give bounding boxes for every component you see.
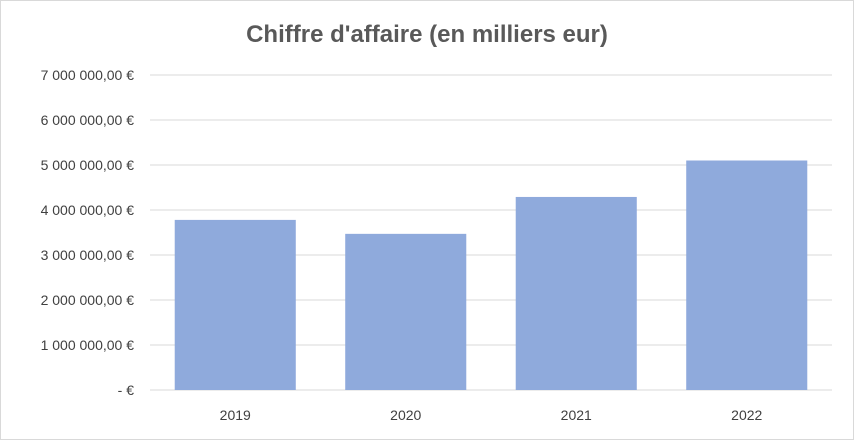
x-tick-label: 2019 [220,407,251,423]
y-axis-tick-labels: - € 1 000 000,00 € 2 000 000,00 € 3 000 000… [41,67,135,398]
chart-title: Chiffre d'affaire (en milliers eur) [246,21,608,48]
y-tick-label: 3 000 000,00 € [41,247,135,263]
y-tick-label: 1 000 000,00 € [41,337,135,353]
bar-2019 [174,219,296,390]
bars [174,160,808,390]
bar-2020 [345,233,467,390]
y-tick-label: 6 000 000,00 € [41,112,135,128]
y-tick-label: 7 000 000,00 € [41,67,135,83]
x-tick-label: 2020 [390,407,421,423]
y-tick-label: 5 000 000,00 € [41,157,135,173]
x-tick-label: 2022 [731,407,762,423]
x-axis-tick-labels: 2019 2020 2021 2022 [220,407,763,423]
y-tick-label: 4 000 000,00 € [41,202,135,218]
bar-2021 [515,196,637,390]
x-tick-label: 2021 [561,407,592,423]
bar-2022 [686,160,808,390]
y-tick-label: 2 000 000,00 € [41,292,135,308]
y-tick-label: - € [118,382,135,398]
